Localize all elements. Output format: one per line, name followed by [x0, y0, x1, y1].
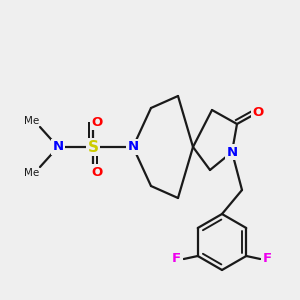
Text: F: F	[172, 253, 181, 266]
Text: O: O	[92, 116, 103, 128]
Text: F: F	[263, 253, 272, 266]
Text: O: O	[92, 166, 103, 178]
Text: O: O	[252, 106, 264, 118]
Text: Me: Me	[24, 116, 39, 126]
Text: S: S	[88, 140, 98, 154]
Text: N: N	[226, 146, 238, 158]
Text: N: N	[128, 140, 139, 154]
Text: N: N	[52, 140, 64, 154]
Text: Me: Me	[24, 168, 39, 178]
